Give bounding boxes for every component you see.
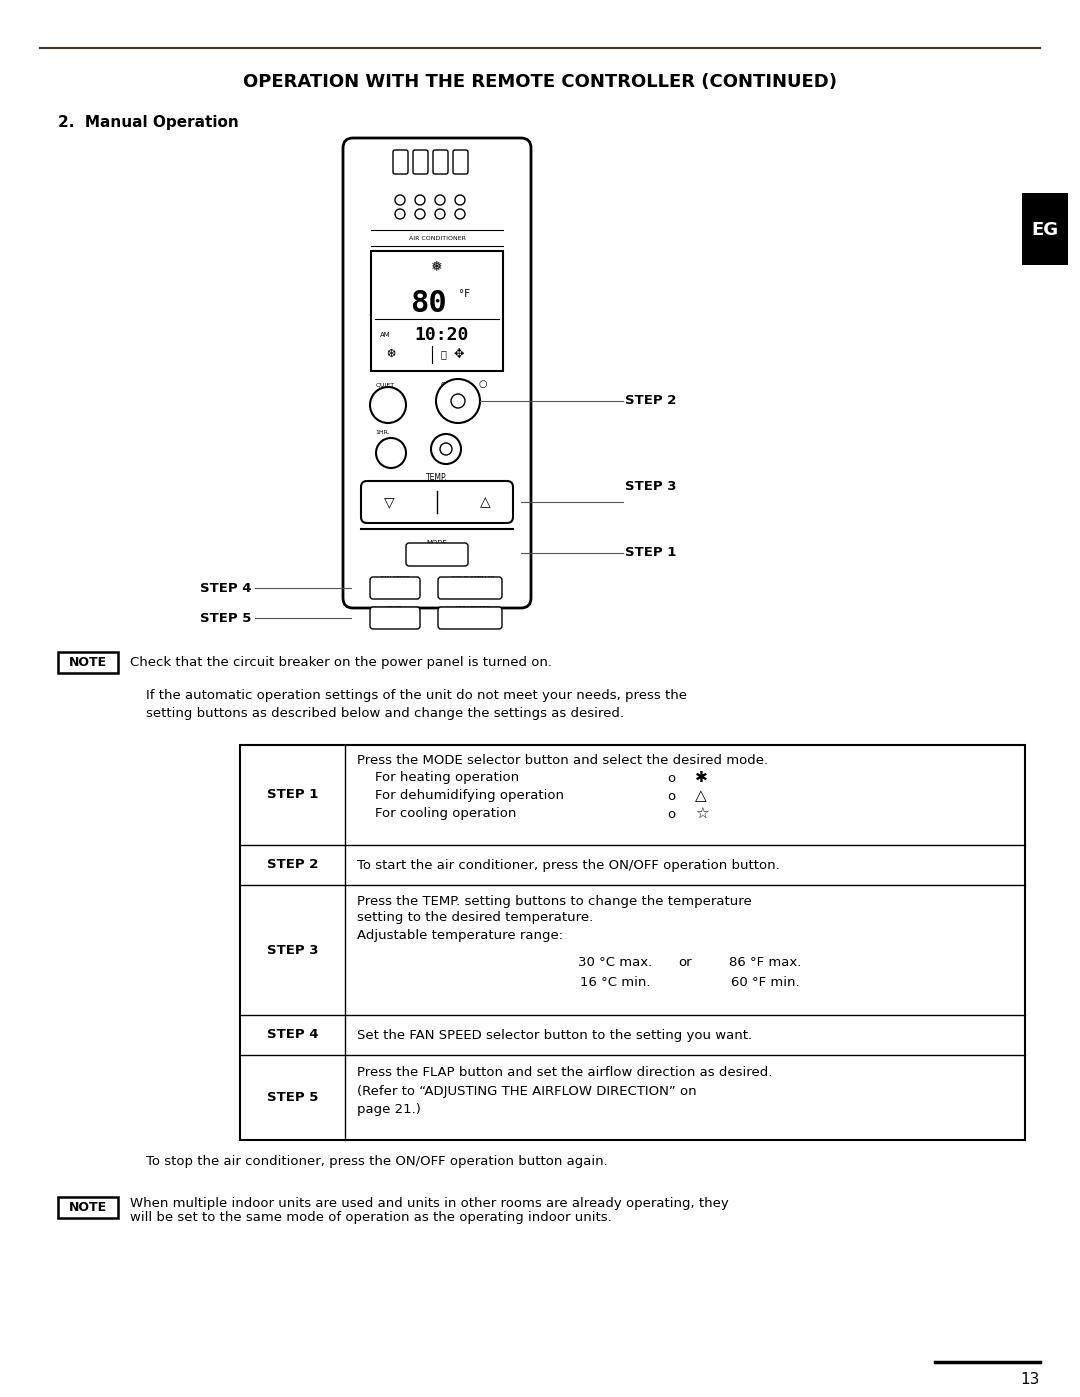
Text: ❅: ❅ [431,260,443,274]
Text: 86 °F max.: 86 °F max. [729,957,801,970]
Text: When multiple indoor units are used and units in other rooms are already operati: When multiple indoor units are used and … [130,1196,729,1210]
Text: MODE: MODE [427,541,447,546]
Text: ON·I/OFF: ON·I/OFF [441,381,472,388]
Text: o: o [667,807,675,820]
Circle shape [370,387,406,423]
Text: STEP 2: STEP 2 [625,394,676,408]
Text: STEP 1: STEP 1 [267,788,319,802]
Circle shape [451,394,465,408]
Circle shape [395,196,405,205]
FancyBboxPatch shape [1022,193,1068,265]
FancyBboxPatch shape [343,138,531,608]
Text: STEP 4: STEP 4 [267,1028,319,1042]
Text: To start the air conditioner, press the ON/OFF operation button.: To start the air conditioner, press the … [357,859,780,872]
Text: STEP 5: STEP 5 [200,612,252,624]
Text: For heating operation: For heating operation [375,771,519,785]
FancyBboxPatch shape [370,608,420,629]
Text: 80: 80 [410,289,447,317]
Text: ☆: ☆ [696,806,708,821]
Text: NOTE: NOTE [69,657,107,669]
FancyBboxPatch shape [433,149,448,175]
Text: AIR CONDITIONER: AIR CONDITIONER [408,236,465,240]
Text: STEP 1: STEP 1 [625,546,676,560]
Circle shape [395,210,405,219]
Text: For dehumidifying operation: For dehumidifying operation [375,789,564,802]
Text: ❆: ❆ [387,349,395,359]
Text: NOTE: NOTE [69,1201,107,1214]
Circle shape [455,210,465,219]
Text: STEP 3: STEP 3 [267,943,319,957]
Text: △: △ [696,788,706,803]
Text: Adjustable temperature range:: Adjustable temperature range: [357,929,563,942]
Bar [372,251,503,372]
Text: NIGHT SETBACK: NIGHT SETBACK [451,576,494,581]
FancyBboxPatch shape [438,608,502,629]
Text: AM: AM [380,332,390,338]
Circle shape [435,196,445,205]
FancyBboxPatch shape [361,481,513,522]
Text: TEMP.: TEMP. [427,472,448,482]
Circle shape [455,196,465,205]
Text: Press the MODE selector button and select the desired mode.: Press the MODE selector button and selec… [357,753,768,767]
Text: STEP 3: STEP 3 [625,481,676,493]
Text: (Refer to “ADJUSTING THE AIRFLOW DIRECTION” on: (Refer to “ADJUSTING THE AIRFLOW DIRECTI… [357,1084,697,1098]
Circle shape [376,439,406,468]
Text: will be set to the same mode of operation as the operating indoor units.: will be set to the same mode of operatio… [130,1211,611,1225]
Text: STEP 4: STEP 4 [200,581,252,595]
Text: ▽: ▽ [383,495,394,509]
FancyBboxPatch shape [413,149,428,175]
Text: OPERATION WITH THE REMOTE CONTROLLER (CONTINUED): OPERATION WITH THE REMOTE CONTROLLER (CO… [243,73,837,91]
Text: Press the TEMP. setting buttons to change the temperature: Press the TEMP. setting buttons to chang… [357,894,752,908]
Text: ⌛: ⌛ [381,439,384,444]
Text: QUIET: QUIET [376,383,394,387]
Text: 2.  Manual Operation: 2. Manual Operation [58,115,239,130]
Circle shape [436,379,480,423]
Text: o: o [667,789,675,802]
Text: EG: EG [1031,221,1058,239]
Text: To stop the air conditioner, press the ON/OFF operation button again.: To stop the air conditioner, press the O… [146,1155,608,1168]
Circle shape [415,210,426,219]
Text: Ⓐ: Ⓐ [440,349,446,359]
FancyBboxPatch shape [370,577,420,599]
Text: °F: °F [459,289,471,299]
Text: 16 °C min.: 16 °C min. [580,977,650,989]
Text: HIGH POWER: HIGH POWER [456,605,490,610]
Text: If the automatic operation settings of the unit do not meet your needs, press th: If the automatic operation settings of t… [146,689,687,701]
Text: For cooling operation: For cooling operation [375,807,516,820]
FancyBboxPatch shape [58,652,118,673]
FancyBboxPatch shape [438,577,502,599]
Text: setting to the desired temperature.: setting to the desired temperature. [357,911,593,925]
Text: setting buttons as described below and change the settings as desired.: setting buttons as described below and c… [146,707,624,721]
Text: or: or [678,957,692,970]
Text: FLAP: FLAP [388,605,402,610]
Text: 30 °C max.: 30 °C max. [578,957,652,970]
Text: STEP 5: STEP 5 [267,1091,319,1104]
Circle shape [415,196,426,205]
Text: page 21.): page 21.) [357,1102,421,1115]
Text: FAN SPEED: FAN SPEED [380,576,409,581]
Text: ✥: ✥ [454,348,464,360]
Text: ○: ○ [478,379,487,388]
Text: 1HR.: 1HR. [376,430,390,436]
FancyBboxPatch shape [406,543,468,566]
FancyBboxPatch shape [393,149,408,175]
FancyBboxPatch shape [453,149,468,175]
Circle shape [431,434,461,464]
Text: △: △ [480,495,490,509]
Text: ✱: ✱ [696,771,707,785]
Text: Press the FLAP button and set the airflow direction as desired.: Press the FLAP button and set the airflo… [357,1066,772,1080]
Text: Set the FAN SPEED selector button to the setting you want.: Set the FAN SPEED selector button to the… [357,1028,752,1042]
Text: Check that the circuit breaker on the power panel is turned on.: Check that the circuit breaker on the po… [130,657,552,669]
Text: 13: 13 [1021,1372,1040,1387]
Bar [240,745,1025,1140]
Text: 60 °F min.: 60 °F min. [731,977,799,989]
Text: STEP 2: STEP 2 [267,859,319,872]
FancyBboxPatch shape [58,1197,118,1218]
Circle shape [435,210,445,219]
Circle shape [440,443,453,455]
Text: o: o [667,771,675,785]
Text: 10:20: 10:20 [415,326,469,344]
